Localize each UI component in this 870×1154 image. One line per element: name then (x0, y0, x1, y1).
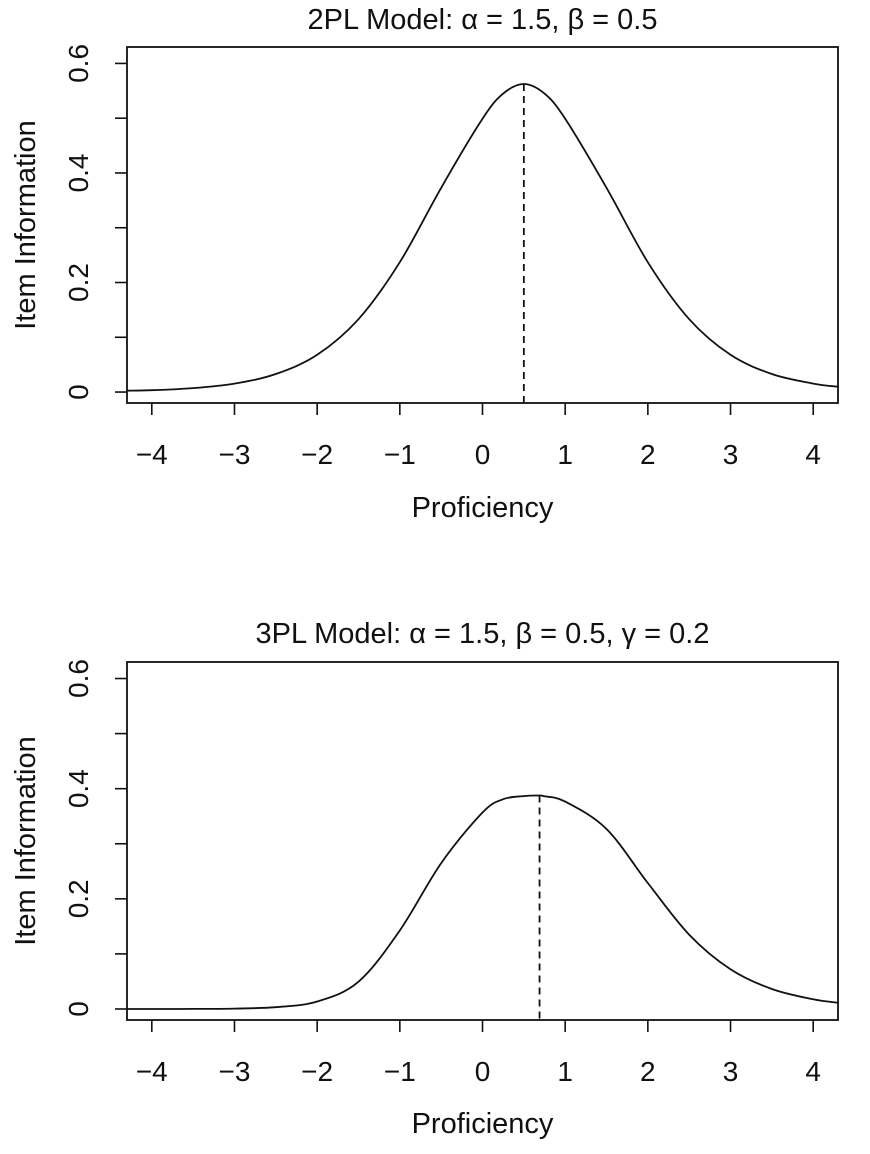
chart-title: 2PL Model: α = 1.5, β = 0.5 (308, 4, 658, 36)
y-tick-label: 0.6 (63, 44, 94, 83)
x-tick-label: −3 (219, 439, 251, 470)
x-tick-label: −1 (384, 1056, 416, 1087)
y-tick-label: 0.2 (63, 879, 94, 918)
y-tick-label: 0 (63, 1001, 94, 1017)
x-tick-label: −4 (136, 439, 168, 470)
y-axis-label: Item Information (10, 736, 42, 946)
y-tick-label: 0.4 (63, 154, 94, 193)
x-tick-label: −3 (219, 1056, 251, 1087)
y-tick-label: 0.4 (63, 769, 94, 808)
x-tick-label: −2 (301, 1056, 333, 1087)
plot-frame (126, 46, 839, 404)
chart-panel-2: 3PL Model: α = 1.5, β = 0.5, γ = 0.2 −4 −3… (10, 618, 839, 1140)
y-tick-label: 0 (63, 384, 94, 400)
x-tick-label: −2 (301, 439, 333, 470)
information-curve (126, 83, 839, 392)
x-tick-label: −4 (136, 1056, 168, 1087)
x-tick-label: 3 (723, 439, 739, 470)
x-axis-label: Proficiency (412, 492, 554, 524)
x-tick-label: 1 (557, 439, 573, 470)
x-tick-label: 0 (475, 439, 491, 470)
y-tick-label: 0.2 (63, 263, 94, 302)
x-tick-label: 1 (557, 1056, 573, 1087)
chart-panel-1: 2PL Model: α = 1.5, β = 0.5 −4 −3 −2 −1 0 1 2 3 4… (10, 4, 839, 524)
x-axis-label: Proficiency (412, 1108, 554, 1140)
y-axis-label: Item Information (10, 120, 42, 330)
x-tick-label: 3 (723, 1056, 739, 1087)
x-tick-label: 2 (640, 439, 656, 470)
chart-title: 3PL Model: α = 1.5, β = 0.5, γ = 0.2 (256, 618, 710, 650)
y-tick-label: 0.6 (63, 659, 94, 698)
x-tick-label: 2 (640, 1056, 656, 1087)
plot-frame (126, 661, 839, 1021)
information-curve (126, 794, 839, 1010)
x-tick-label: 4 (805, 1056, 821, 1087)
x-tick-label: 0 (475, 1056, 491, 1087)
x-tick-label: 4 (805, 439, 821, 470)
x-tick-label: −1 (384, 439, 416, 470)
